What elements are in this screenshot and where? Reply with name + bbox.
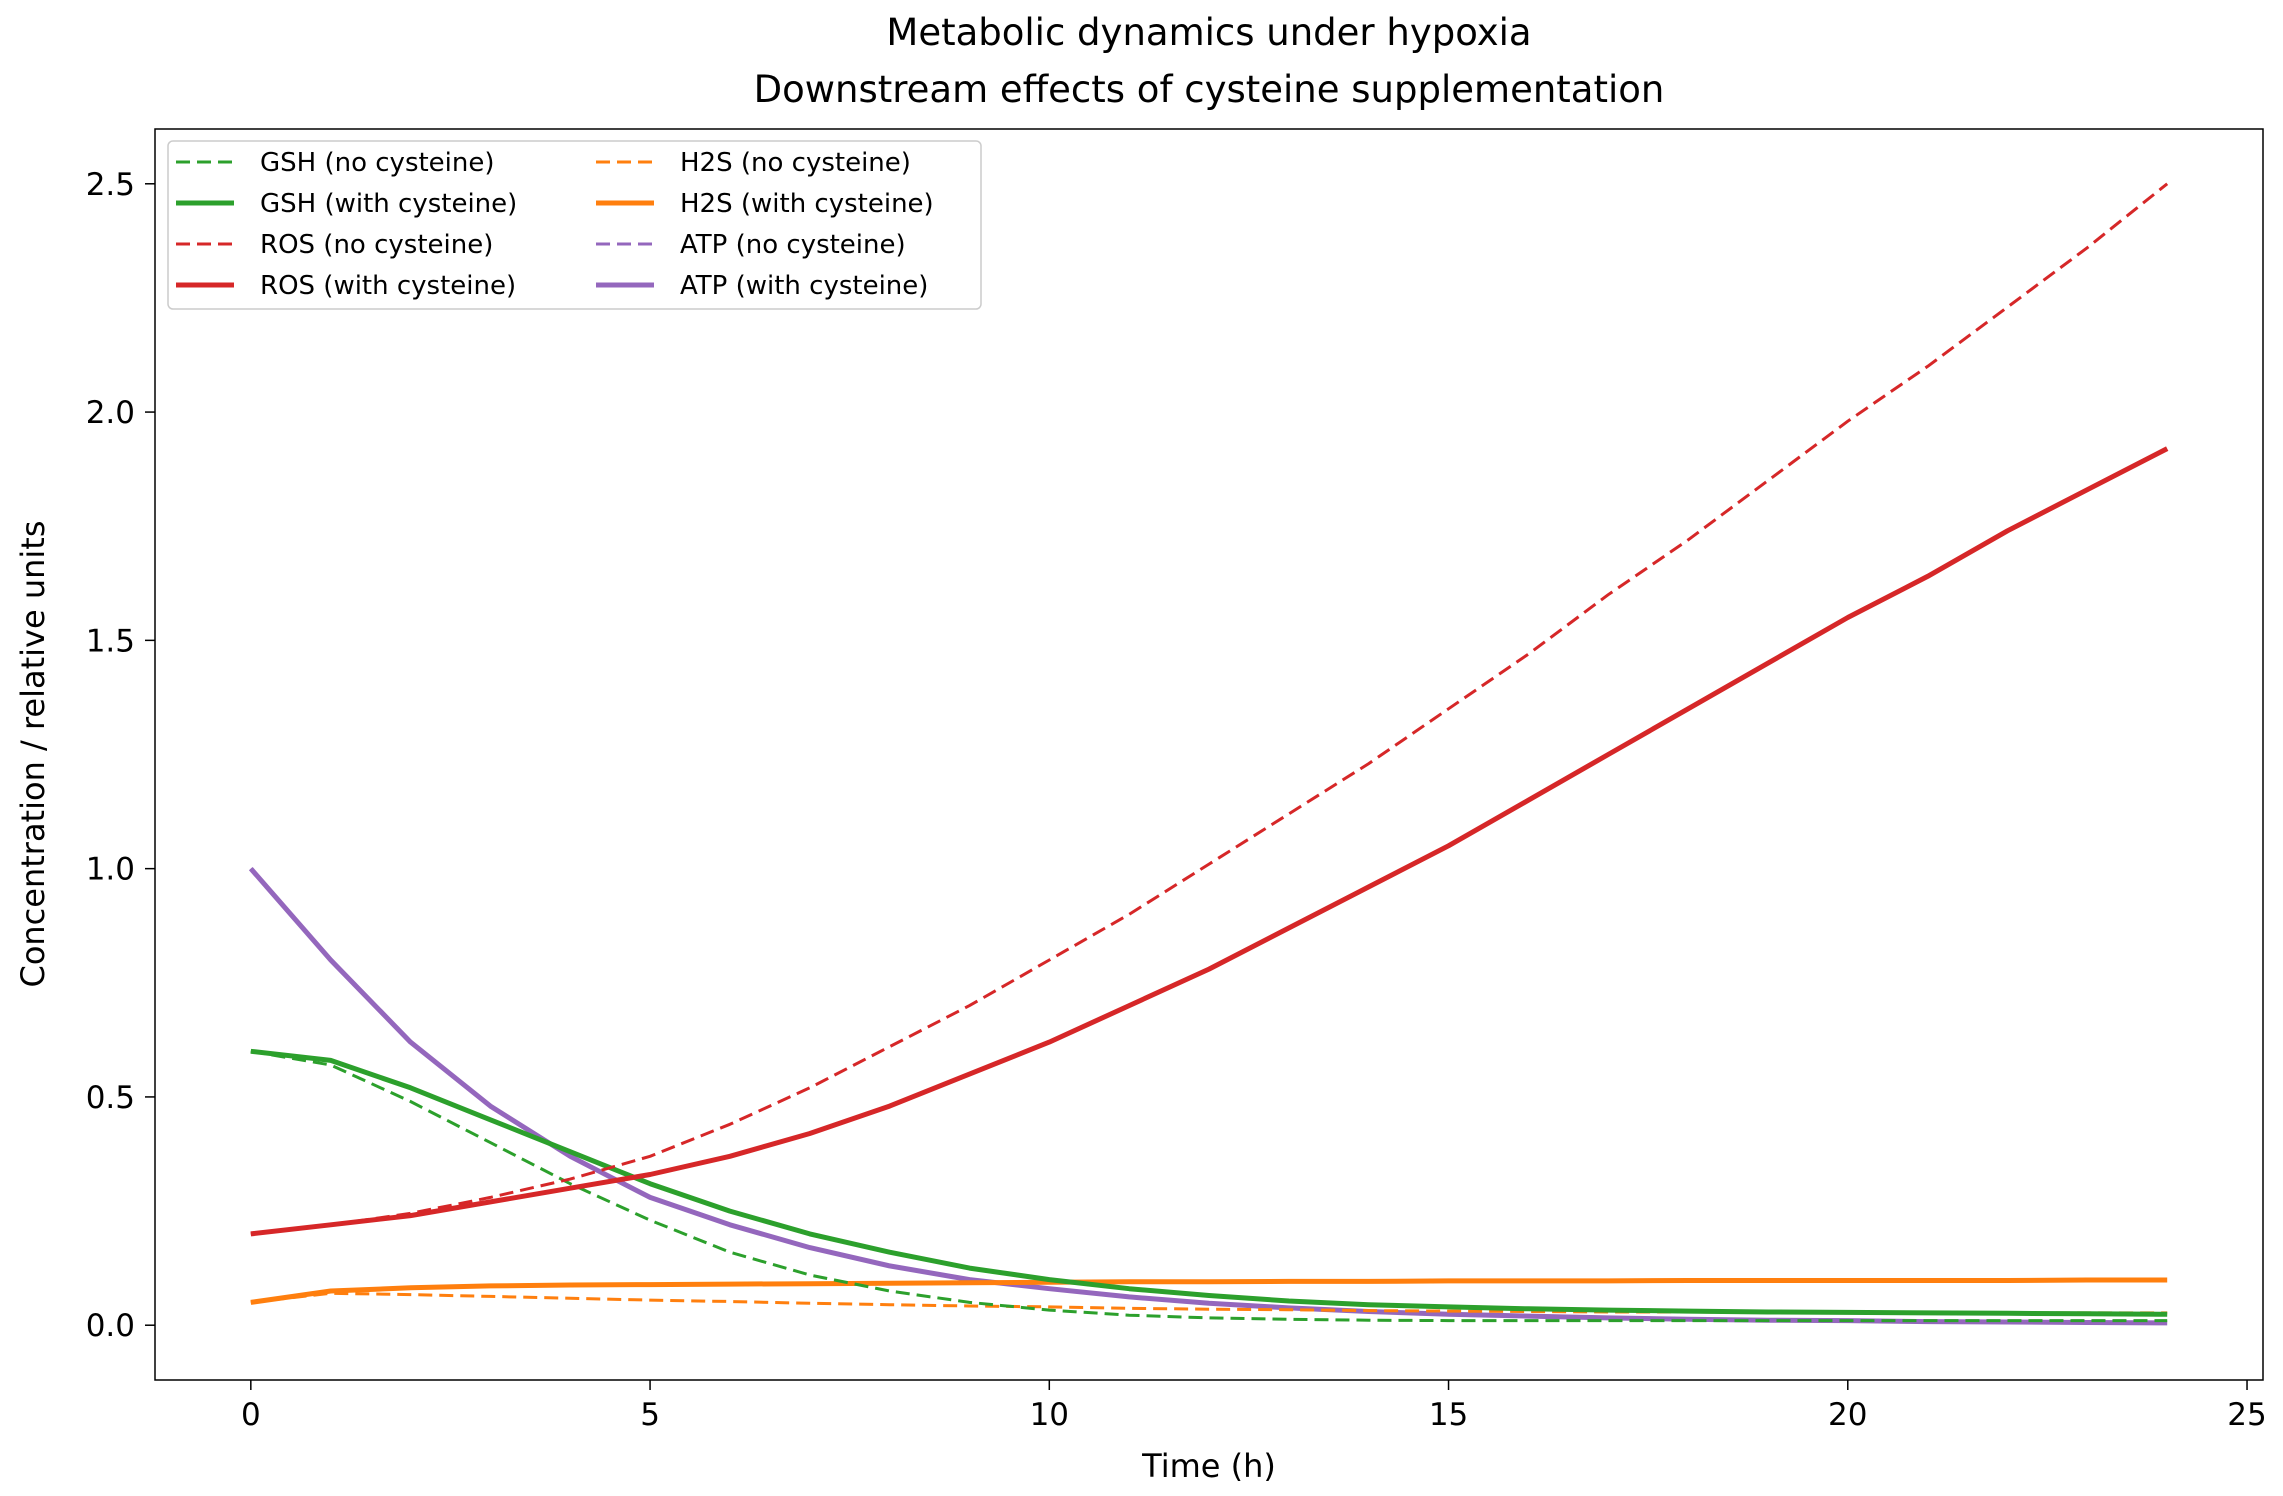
x-axis: 0 5 10 15 20 25 [241, 1380, 2267, 1433]
series-line-ros-with-cysteine [250, 446, 2169, 1237]
y-tick-label: 1.5 [86, 623, 135, 659]
legend-label: ROS (with cysteine) [260, 271, 516, 301]
x-axis-label: Time (h) [1141, 1447, 1276, 1485]
plot-frame [154, 128, 2264, 1381]
y-tick-label: 2.0 [86, 395, 135, 431]
x-tick-label: 20 [1828, 1397, 1867, 1433]
x-tick-label: 15 [1429, 1397, 1468, 1433]
x-tick-label: 0 [241, 1397, 261, 1433]
y-tick-label: 0.0 [86, 1308, 135, 1344]
y-axis: 0.0 0.5 1.0 1.5 2.0 2.5 [86, 167, 155, 1344]
series-line-atp-with-cysteine [248, 866, 2168, 1326]
y-axis-label: Concentration / relative units [14, 520, 52, 987]
legend-label: ROS (no cysteine) [260, 230, 493, 260]
x-tick-label: 10 [1030, 1397, 1069, 1433]
series-line-h2s-with-cysteine [250, 1277, 2168, 1305]
series-layer [248, 182, 2169, 1326]
x-tick-label: 25 [2227, 1397, 2266, 1433]
series-line-ros-no-cysteine [250, 182, 2169, 1236]
legend-label: GSH (with cysteine) [260, 189, 517, 219]
chart-subtitle: Downstream effects of cysteine supplemen… [754, 68, 1665, 111]
y-tick-label: 0.5 [86, 1080, 135, 1116]
y-tick-label: 1.0 [86, 852, 135, 888]
y-tick-label: 2.5 [86, 167, 135, 203]
legend-label: ATP (with cysteine) [680, 271, 928, 301]
chart-title: Metabolic dynamics under hypoxia [886, 11, 1531, 54]
legend-label: H2S (no cysteine) [680, 148, 911, 178]
legend-label: GSH (no cysteine) [260, 148, 495, 178]
legend: GSH (no cysteine) GSH (with cysteine) ROS … [167, 140, 982, 310]
series-line-atp-no-cysteine [249, 867, 2168, 1325]
legend-box [167, 140, 982, 310]
x-tick-label: 5 [640, 1397, 660, 1433]
legend-label: H2S (with cysteine) [680, 189, 934, 219]
legend-label: ATP (no cysteine) [680, 230, 906, 260]
series-line-gsh-no-cysteine [250, 1049, 2168, 1323]
series-line-gsh-with-cysteine [250, 1048, 2168, 1317]
